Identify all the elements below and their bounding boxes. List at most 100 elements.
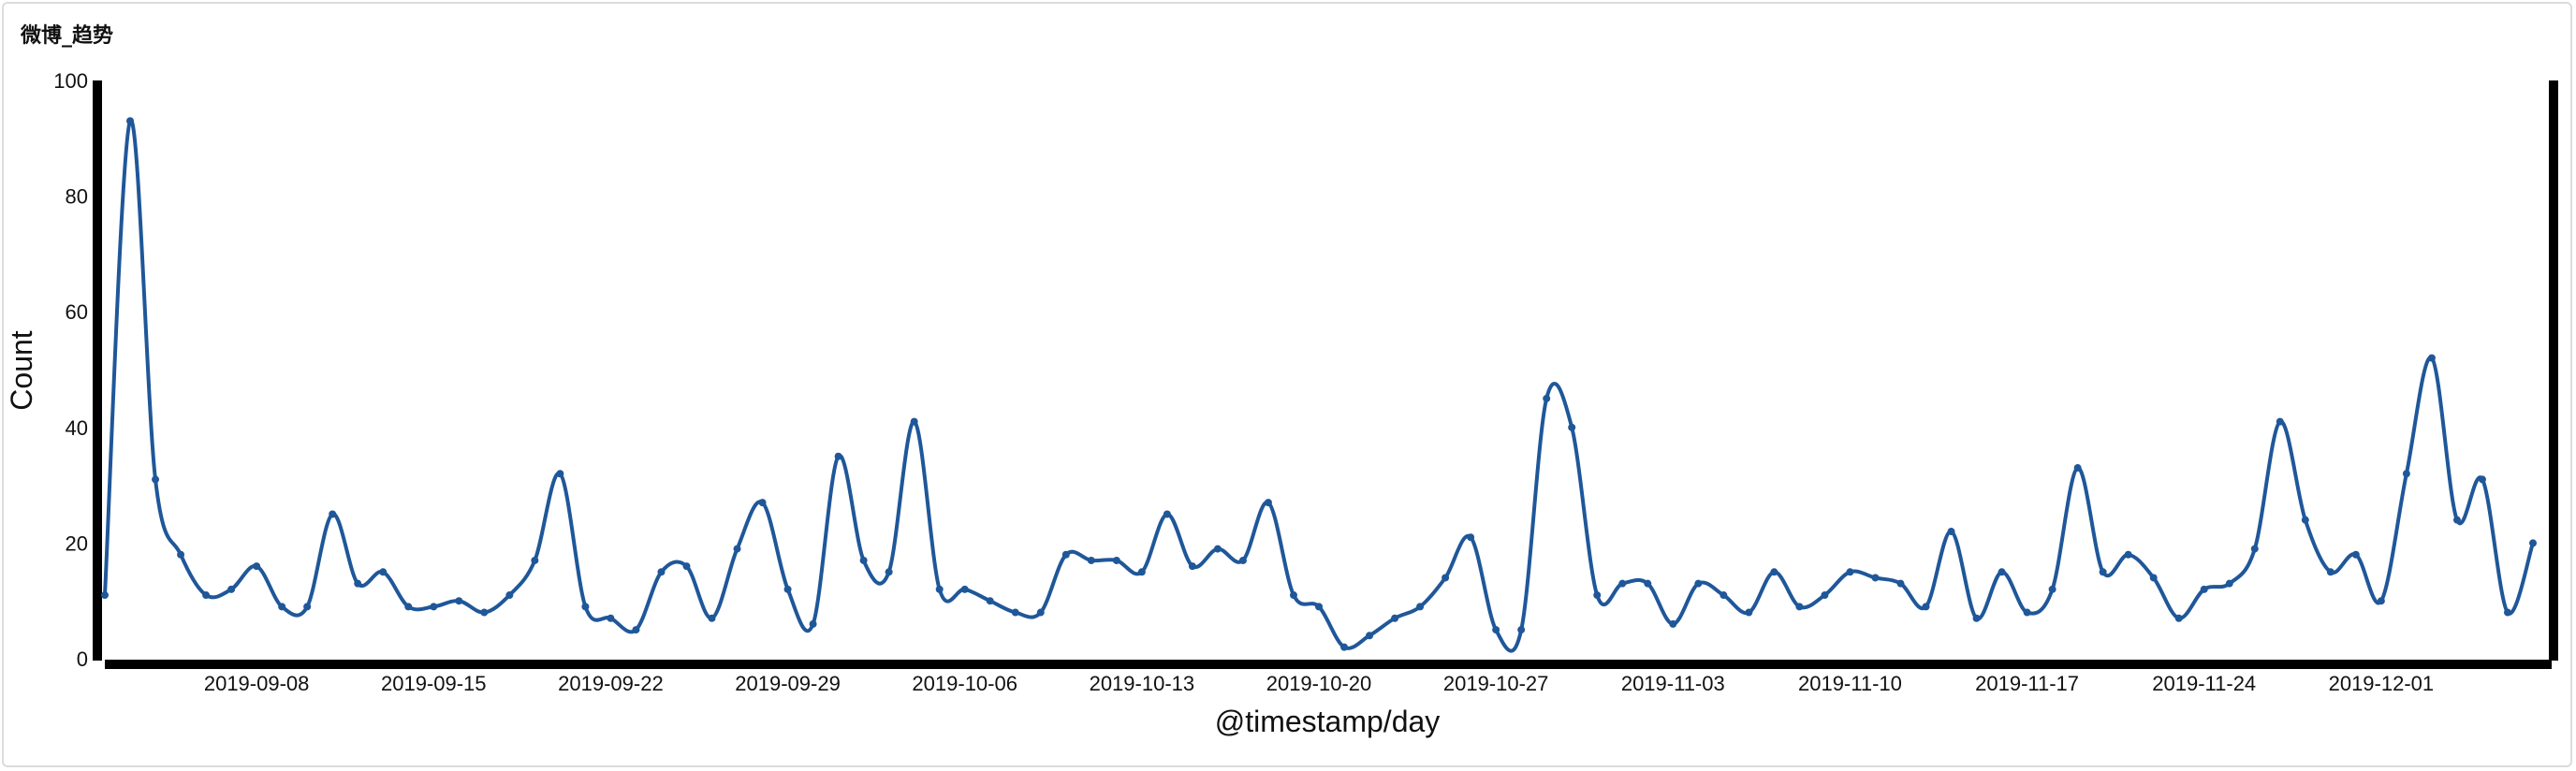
data-point[interactable] bbox=[758, 499, 767, 507]
data-point[interactable] bbox=[2402, 470, 2410, 478]
data-point[interactable] bbox=[354, 579, 362, 588]
data-point[interactable] bbox=[1163, 510, 1171, 518]
data-point[interactable] bbox=[1896, 579, 1905, 588]
data-point[interactable] bbox=[1593, 591, 1602, 600]
data-point[interactable] bbox=[404, 603, 413, 611]
data-point[interactable] bbox=[885, 568, 893, 576]
data-point[interactable] bbox=[783, 585, 792, 593]
data-point[interactable] bbox=[1289, 591, 1297, 600]
data-point[interactable] bbox=[152, 475, 160, 484]
data-point[interactable] bbox=[2276, 417, 2284, 426]
data-point[interactable] bbox=[733, 545, 741, 553]
data-point[interactable] bbox=[303, 603, 312, 611]
data-point[interactable] bbox=[1442, 574, 1450, 582]
data-point[interactable] bbox=[1391, 614, 1399, 622]
data-point[interactable] bbox=[2149, 574, 2158, 582]
data-point[interactable] bbox=[2073, 464, 2082, 473]
data-point[interactable] bbox=[1846, 568, 1854, 576]
data-point[interactable] bbox=[455, 597, 463, 605]
data-point[interactable] bbox=[1821, 591, 1829, 600]
data-point[interactable] bbox=[2225, 579, 2233, 588]
data-point[interactable] bbox=[632, 626, 640, 634]
x-tick-label: 2019-09-15 bbox=[381, 672, 487, 695]
data-point[interactable] bbox=[1188, 562, 1196, 571]
data-point[interactable] bbox=[607, 614, 615, 622]
data-point[interactable] bbox=[202, 591, 211, 600]
data-point[interactable] bbox=[1340, 643, 1349, 651]
data-point[interactable] bbox=[1770, 568, 1778, 576]
data-point[interactable] bbox=[2301, 516, 2309, 524]
data-point[interactable] bbox=[1669, 619, 1677, 628]
data-point[interactable] bbox=[2478, 475, 2486, 484]
data-point[interactable] bbox=[556, 470, 564, 478]
data-point[interactable] bbox=[2048, 585, 2056, 593]
data-point[interactable] bbox=[2099, 568, 2107, 576]
data-point[interactable] bbox=[1795, 603, 1804, 611]
data-point[interactable] bbox=[1568, 423, 1576, 431]
data-point[interactable] bbox=[1315, 603, 1323, 611]
data-point[interactable] bbox=[986, 597, 994, 605]
data-point[interactable] bbox=[1618, 579, 1627, 588]
data-point[interactable] bbox=[2124, 550, 2132, 559]
data-point[interactable] bbox=[1972, 614, 1981, 622]
data-point[interactable] bbox=[2503, 608, 2511, 617]
data-point[interactable] bbox=[708, 614, 716, 622]
data-point[interactable] bbox=[2326, 568, 2334, 576]
data-point[interactable] bbox=[1720, 591, 1728, 600]
data-point[interactable] bbox=[2250, 545, 2259, 553]
data-point[interactable] bbox=[1061, 550, 1070, 559]
data-point[interactable] bbox=[859, 556, 868, 564]
data-point[interactable] bbox=[834, 452, 842, 460]
data-point[interactable] bbox=[910, 417, 918, 426]
data-point[interactable] bbox=[657, 568, 666, 576]
data-point[interactable] bbox=[480, 608, 489, 617]
data-point[interactable] bbox=[329, 510, 337, 518]
data-point[interactable] bbox=[960, 585, 969, 593]
data-point[interactable] bbox=[1467, 533, 1475, 542]
data-point[interactable] bbox=[505, 591, 514, 600]
data-point[interactable] bbox=[1112, 556, 1120, 564]
data-point[interactable] bbox=[1922, 603, 1930, 611]
data-point[interactable] bbox=[2529, 539, 2537, 547]
data-point[interactable] bbox=[1011, 608, 1019, 617]
data-point[interactable] bbox=[2200, 585, 2208, 593]
data-point[interactable] bbox=[581, 603, 590, 611]
x-tick-label: 2019-10-06 bbox=[912, 672, 1017, 695]
data-point[interactable] bbox=[278, 603, 286, 611]
data-point[interactable] bbox=[2174, 614, 2183, 622]
data-point[interactable] bbox=[1416, 603, 1425, 611]
data-point[interactable] bbox=[1492, 626, 1500, 634]
data-point[interactable] bbox=[935, 585, 944, 593]
data-point[interactable] bbox=[1871, 574, 1880, 582]
data-point[interactable] bbox=[2351, 550, 2360, 559]
data-point[interactable] bbox=[1087, 556, 1095, 564]
data-point[interactable] bbox=[1998, 568, 2006, 576]
data-point[interactable] bbox=[1264, 499, 1272, 507]
data-point[interactable] bbox=[2023, 608, 2031, 617]
data-point[interactable] bbox=[2427, 354, 2436, 362]
data-point[interactable] bbox=[2452, 516, 2461, 524]
data-point[interactable] bbox=[227, 585, 236, 593]
data-point[interactable] bbox=[1694, 579, 1703, 588]
data-point[interactable] bbox=[1366, 632, 1374, 640]
data-point[interactable] bbox=[1137, 568, 1146, 576]
data-point[interactable] bbox=[1213, 545, 1222, 553]
data-point[interactable] bbox=[682, 562, 691, 571]
data-point[interactable] bbox=[2377, 597, 2385, 605]
data-point[interactable] bbox=[101, 591, 109, 600]
data-point[interactable] bbox=[1238, 556, 1247, 564]
data-point[interactable] bbox=[1036, 608, 1045, 617]
data-point[interactable] bbox=[531, 556, 539, 564]
data-point[interactable] bbox=[1745, 608, 1753, 617]
data-point[interactable] bbox=[177, 550, 185, 559]
data-point[interactable] bbox=[1947, 528, 1955, 536]
data-point[interactable] bbox=[1543, 394, 1551, 402]
series-line bbox=[103, 118, 2535, 653]
data-point[interactable] bbox=[126, 117, 135, 125]
data-point[interactable] bbox=[253, 562, 261, 571]
data-point[interactable] bbox=[1517, 626, 1526, 634]
data-point[interactable] bbox=[379, 568, 388, 576]
data-point[interactable] bbox=[809, 619, 817, 628]
data-point[interactable] bbox=[1644, 579, 1652, 588]
data-point[interactable] bbox=[430, 603, 438, 611]
